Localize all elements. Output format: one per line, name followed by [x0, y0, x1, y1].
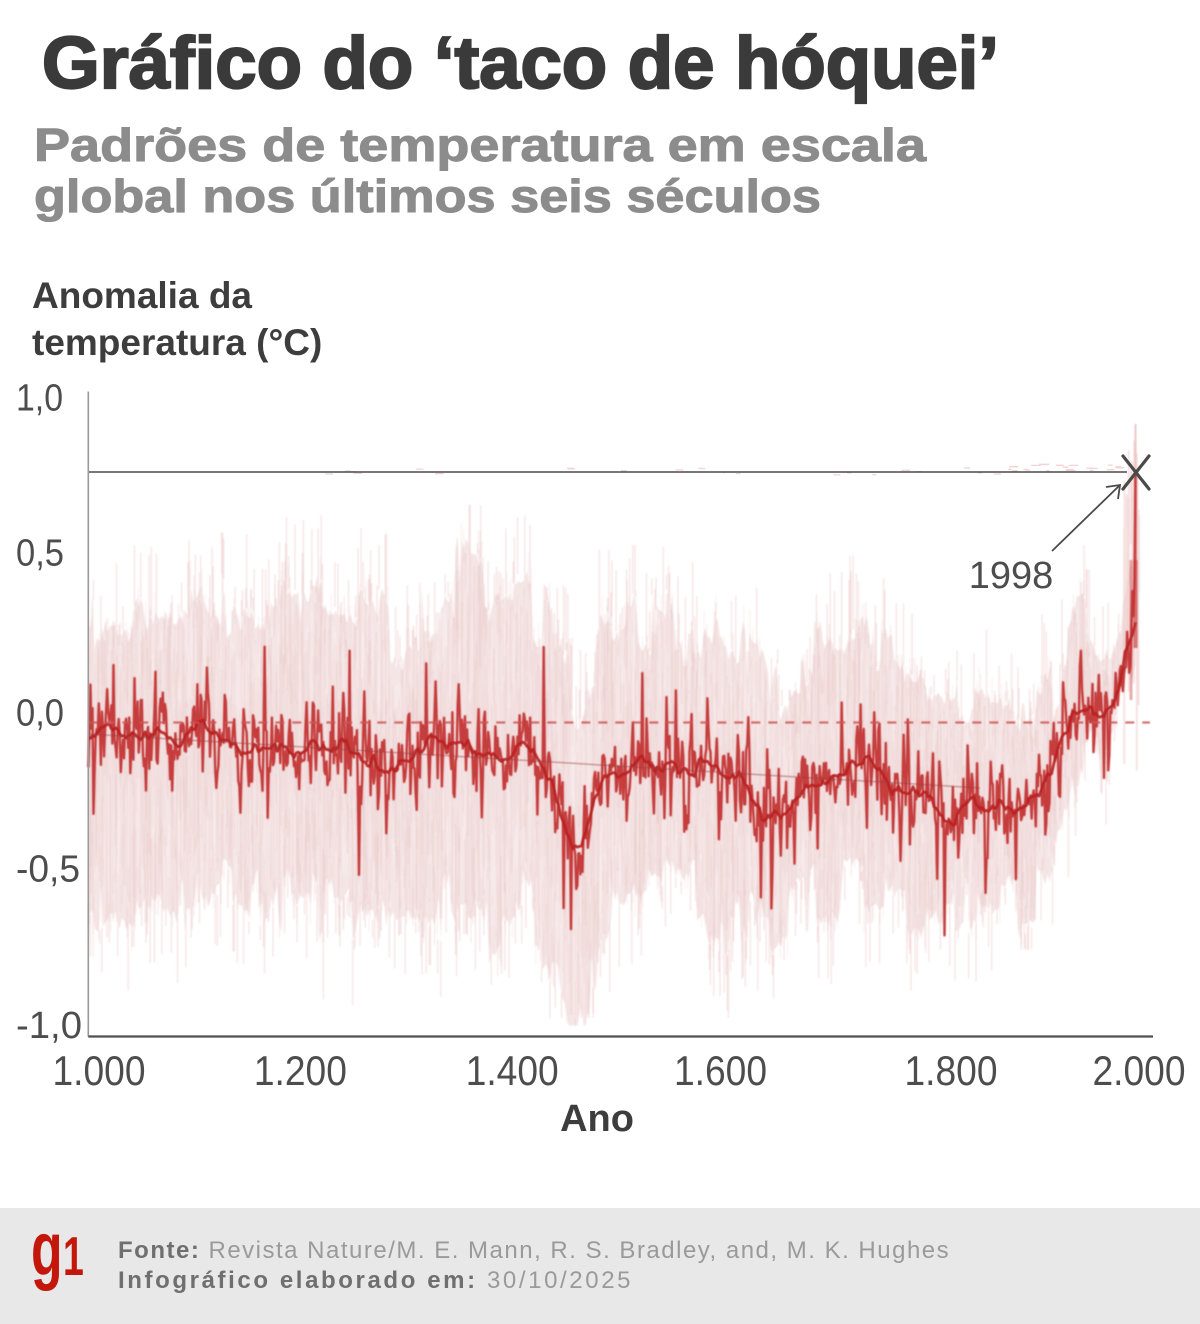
svg-text:2.000: 2.000: [1093, 1047, 1186, 1094]
svg-text:Infográfico elaborado em: 30/1: Infográfico elaborado em: 30/10/2025: [118, 1267, 633, 1294]
svg-text:Fonte: Revista Nature/M. E. Ma: Fonte: Revista Nature/M. E. Mann, R. S. …: [118, 1237, 950, 1264]
svg-text:Gráfico do ‘taco de hóquei’: Gráfico do ‘taco de hóquei’: [42, 23, 999, 104]
svg-text:g: g: [31, 1206, 63, 1291]
svg-text:1.600: 1.600: [674, 1047, 767, 1094]
svg-text:-0,5: -0,5: [16, 848, 80, 890]
svg-text:1: 1: [63, 1225, 84, 1287]
svg-text:0,0: 0,0: [16, 692, 64, 734]
svg-text:Ano: Ano: [560, 1098, 634, 1140]
svg-text:1998: 1998: [969, 555, 1054, 597]
svg-text:1.200: 1.200: [254, 1047, 347, 1094]
svg-text:0,5: 0,5: [16, 533, 64, 575]
svg-text:-1,0: -1,0: [16, 1005, 82, 1047]
svg-text:1.800: 1.800: [905, 1047, 998, 1094]
svg-text:Padrões de temperatura em esca: Padrões de temperatura em escala: [34, 119, 926, 171]
svg-text:temperatura (°C): temperatura (°C): [32, 322, 322, 363]
svg-text:Anomalia da: Anomalia da: [32, 275, 252, 316]
svg-text:global nos últimos seis século: global nos últimos seis séculos: [34, 170, 821, 222]
svg-text:1,0: 1,0: [16, 378, 63, 420]
svg-text:1.400: 1.400: [466, 1047, 559, 1094]
svg-text:1.000: 1.000: [53, 1047, 146, 1094]
